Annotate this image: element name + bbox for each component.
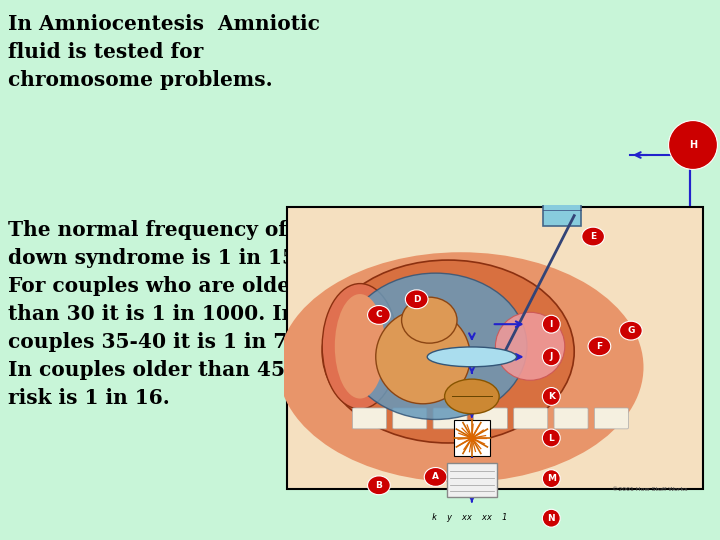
FancyBboxPatch shape xyxy=(474,408,508,429)
Circle shape xyxy=(619,321,642,340)
Text: C: C xyxy=(376,310,382,320)
Circle shape xyxy=(542,315,560,333)
Ellipse shape xyxy=(376,310,470,404)
Text: In Amniocentesis  Amniotic
fluid is tested for
chromosome problems.: In Amniocentesis Amniotic fluid is teste… xyxy=(8,14,320,90)
FancyBboxPatch shape xyxy=(393,408,427,429)
Text: I: I xyxy=(549,320,553,329)
Text: J: J xyxy=(549,353,553,361)
Circle shape xyxy=(542,388,560,406)
FancyBboxPatch shape xyxy=(554,408,588,429)
Ellipse shape xyxy=(495,312,564,380)
Circle shape xyxy=(402,297,457,343)
Text: A: A xyxy=(432,472,439,482)
Bar xyxy=(287,207,703,489)
Ellipse shape xyxy=(445,379,499,414)
Ellipse shape xyxy=(278,252,644,482)
Circle shape xyxy=(542,470,560,488)
Ellipse shape xyxy=(323,260,575,443)
Circle shape xyxy=(424,468,447,487)
Text: ©2001 How Stuff Works: ©2001 How Stuff Works xyxy=(612,487,688,491)
Text: H: H xyxy=(689,140,697,150)
Ellipse shape xyxy=(344,273,527,420)
Ellipse shape xyxy=(335,294,385,399)
Bar xyxy=(454,420,490,456)
Ellipse shape xyxy=(427,347,516,367)
Text: D: D xyxy=(413,295,420,304)
Text: The normal frequency of
down syndrome is 1 in 1500.
For couples who are older
th: The normal frequency of down syndrome is… xyxy=(8,220,331,408)
Text: k  y  xx  xx  1: k y xx xx 1 xyxy=(432,513,507,522)
Circle shape xyxy=(405,290,428,309)
FancyBboxPatch shape xyxy=(514,408,548,429)
Circle shape xyxy=(542,429,560,447)
Text: L: L xyxy=(549,434,554,443)
Circle shape xyxy=(368,306,390,325)
Text: M: M xyxy=(546,474,556,483)
Text: E: E xyxy=(590,232,596,241)
Ellipse shape xyxy=(323,284,397,409)
Text: F: F xyxy=(596,342,603,351)
Bar xyxy=(447,463,497,497)
Text: N: N xyxy=(547,514,555,523)
Text: G: G xyxy=(627,326,634,335)
Circle shape xyxy=(368,476,390,495)
Circle shape xyxy=(582,227,604,246)
Circle shape xyxy=(588,337,611,356)
Text: B: B xyxy=(375,481,382,490)
Bar xyxy=(543,174,580,226)
Circle shape xyxy=(542,509,560,527)
Text: K: K xyxy=(548,392,555,401)
FancyBboxPatch shape xyxy=(433,408,467,429)
FancyBboxPatch shape xyxy=(353,408,387,429)
Circle shape xyxy=(542,348,560,366)
FancyBboxPatch shape xyxy=(594,408,629,429)
